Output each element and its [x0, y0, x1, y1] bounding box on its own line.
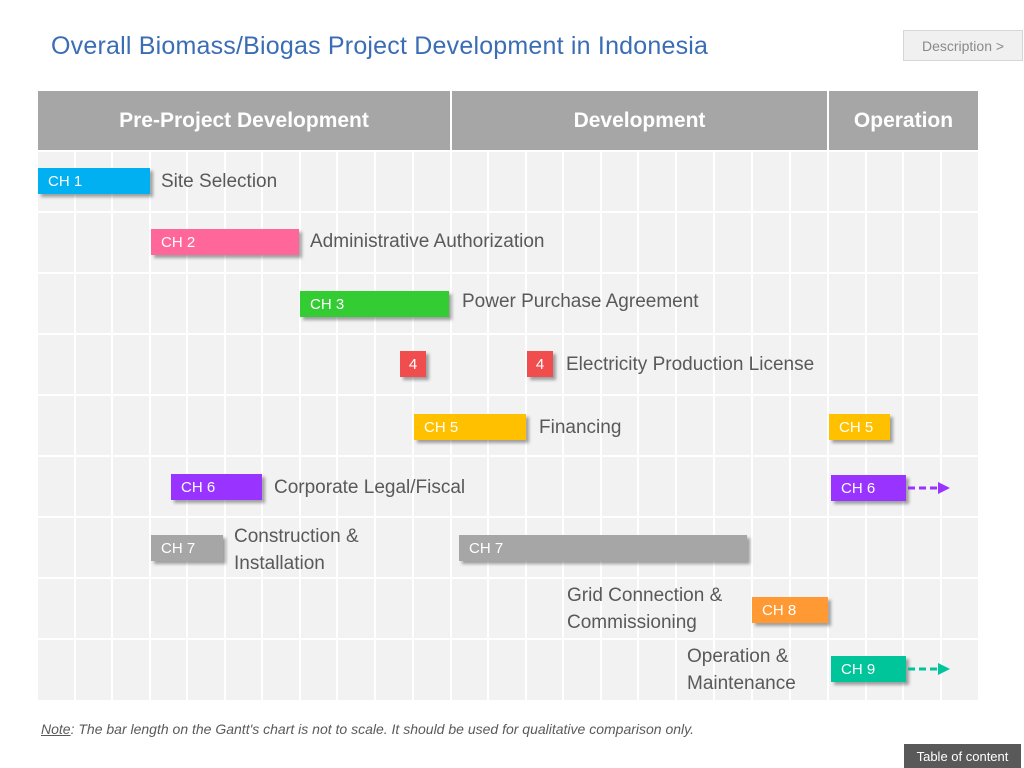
page-title: Overall Biomass/Biogas Project Developme… [51, 32, 709, 60]
label-site-selection: Site Selection [161, 171, 278, 192]
gantt-grid [38, 152, 978, 700]
bar-ch8: CH 8 [752, 597, 828, 623]
label-electricity-production-license: Electricity Production License [566, 354, 815, 375]
bar-ch4-second: 4 [527, 351, 553, 377]
ch6-continuation-arrow-icon [908, 482, 950, 494]
label-construction-installation: Construction & Installation [234, 526, 359, 574]
bar-ch9: CH 9 [831, 656, 906, 682]
ch9-continuation-arrow-icon [908, 663, 950, 675]
bar-ch5-operation: CH 5 [829, 414, 890, 440]
bar-ch5-development: CH 5 [414, 414, 526, 440]
bar-ch1: CH 1 [38, 168, 150, 194]
phase-header-development: Development [452, 91, 827, 150]
footnote: Note: The bar length on the Gantt's char… [41, 721, 695, 737]
label-corporate-legal-fiscal: Corporate Legal/Fiscal [274, 477, 466, 498]
bar-ch3: CH 3 [300, 291, 449, 317]
bar-ch7-development: CH 7 [459, 535, 747, 561]
phase-header-pre-project: Pre-Project Development [38, 91, 450, 150]
phase-header-operation: Operation [829, 91, 978, 150]
label-power-purchase-agreement: Power Purchase Agreement [462, 291, 699, 312]
table-of-content-button[interactable]: Table of content [904, 744, 1021, 768]
bar-ch7-pre-project: CH 7 [151, 535, 223, 561]
label-operation-maintenance: Operation & Maintenance [687, 646, 796, 694]
label-grid-connection-commissioning: Grid Connection & Commissioning [567, 585, 723, 633]
bar-ch4-first: 4 [400, 351, 426, 377]
label-financing: Financing [539, 417, 622, 438]
label-administrative-authorization: Administrative Authorization [310, 231, 545, 252]
bar-ch6-pre-project: CH 6 [171, 474, 262, 500]
bar-ch6-operation: CH 6 [831, 475, 906, 501]
bar-ch2: CH 2 [151, 229, 299, 255]
description-button[interactable]: Description > [903, 30, 1023, 61]
